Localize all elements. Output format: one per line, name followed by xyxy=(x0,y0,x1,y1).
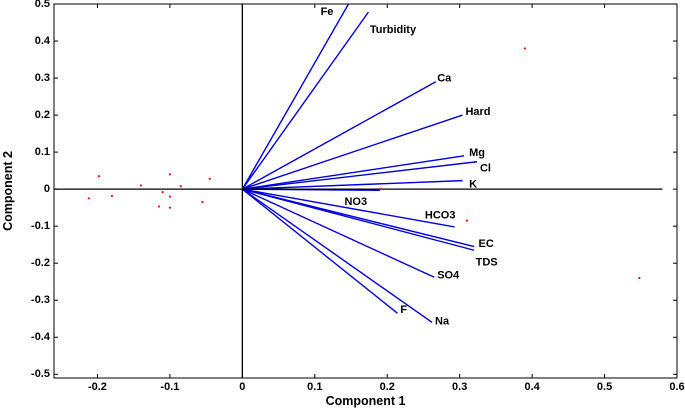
x-tick-label: 0.4 xyxy=(524,381,540,393)
loading-vector-tds xyxy=(242,188,475,251)
score-point xyxy=(208,177,211,180)
x-tick-label: 0.3 xyxy=(452,381,467,393)
score-point xyxy=(465,219,469,222)
x-tick-label: -0.2 xyxy=(88,381,107,393)
variable-label-fe: Fe xyxy=(321,6,334,18)
y-tick-label: -0.4 xyxy=(31,331,51,343)
y-tick-label: 0 xyxy=(44,183,50,195)
variable-labels: Fe Turbidity Ca Hard Mg ClK NO3 HCO3 EC TDS SO4 F Na xyxy=(321,6,498,327)
score-point xyxy=(378,188,382,191)
variable-label-no3: NO3 xyxy=(344,196,367,208)
loading-vectors xyxy=(241,4,478,324)
score-point xyxy=(139,184,143,187)
loading-vector-turbidity xyxy=(241,11,369,190)
score-point xyxy=(638,276,641,280)
score-point xyxy=(97,175,101,178)
score-point xyxy=(157,205,161,208)
variable-label-k: K xyxy=(469,179,477,191)
score-point xyxy=(523,47,526,50)
y-axis-label: Component 2 xyxy=(1,151,15,231)
y-tick-label: 0.3 xyxy=(35,72,50,84)
variable-label-ec: EC xyxy=(479,238,494,250)
loading-vector-ca xyxy=(242,81,437,190)
x-tick-label: 0 xyxy=(239,381,245,393)
score-point xyxy=(110,194,114,197)
zero-axes xyxy=(54,4,663,378)
x-tick-label: 0.2 xyxy=(380,381,395,393)
y-tick-label: 0.5 xyxy=(35,0,50,10)
x-axis-ticks: -0.2 -0.1 0 0.1 0.2 0.3 0.4 0.5 0.6 xyxy=(88,4,685,393)
score-point xyxy=(87,197,90,200)
x-tick-label: -0.1 xyxy=(160,381,179,393)
score-point xyxy=(168,173,172,176)
loading-vector-hco3 xyxy=(242,188,455,228)
loading-vector-hard xyxy=(242,114,463,190)
y-axis-ticks: -0.5 -0.4 -0.3 -0.2 -0.1 0 0.1 0.2 0.3 0.4 0.5 xyxy=(31,0,677,380)
loading-vector-mg xyxy=(242,155,465,190)
score-point xyxy=(201,201,204,204)
variable-label-cl: Cl xyxy=(480,163,491,175)
variable-label-tds: TDS xyxy=(476,256,498,268)
score-point xyxy=(168,206,172,209)
variable-label-so4: SO4 xyxy=(437,269,460,281)
variable-label-na: Na xyxy=(435,315,450,327)
loading-vector-fe xyxy=(241,4,350,190)
y-tick-label: 0.4 xyxy=(35,35,51,47)
score-point xyxy=(161,191,164,194)
x-tick-label: 0.1 xyxy=(307,381,322,393)
loading-vector-na xyxy=(241,188,433,324)
score-point xyxy=(179,185,182,188)
loading-vector-k xyxy=(242,179,463,190)
variable-label-hco3: HCO3 xyxy=(425,210,456,222)
y-tick-label: -0.1 xyxy=(31,220,50,232)
y-tick-label: -0.2 xyxy=(31,257,50,269)
loading-vector-cl xyxy=(242,161,478,190)
variable-label-f: F xyxy=(400,304,407,316)
variable-label-hard: Hard xyxy=(465,106,490,118)
y-tick-label: 0.1 xyxy=(35,146,50,158)
variable-label-ca: Ca xyxy=(437,73,452,85)
score-points xyxy=(87,47,641,280)
plot-frame xyxy=(53,3,678,379)
variable-label-turbidity: Turbidity xyxy=(370,24,417,36)
y-tick-label: -0.5 xyxy=(31,368,50,380)
y-tick-label: -0.3 xyxy=(31,294,50,306)
loading-vector-f xyxy=(241,188,398,314)
x-tick-label: 0.6 xyxy=(669,381,684,393)
x-tick-label: 0.5 xyxy=(597,381,612,393)
y-tick-label: 0.2 xyxy=(35,109,50,121)
variable-label-mg: Mg xyxy=(469,147,485,159)
x-axis-label: Component 1 xyxy=(326,394,406,408)
loading-vector-so4 xyxy=(242,188,435,278)
score-point xyxy=(168,195,172,198)
